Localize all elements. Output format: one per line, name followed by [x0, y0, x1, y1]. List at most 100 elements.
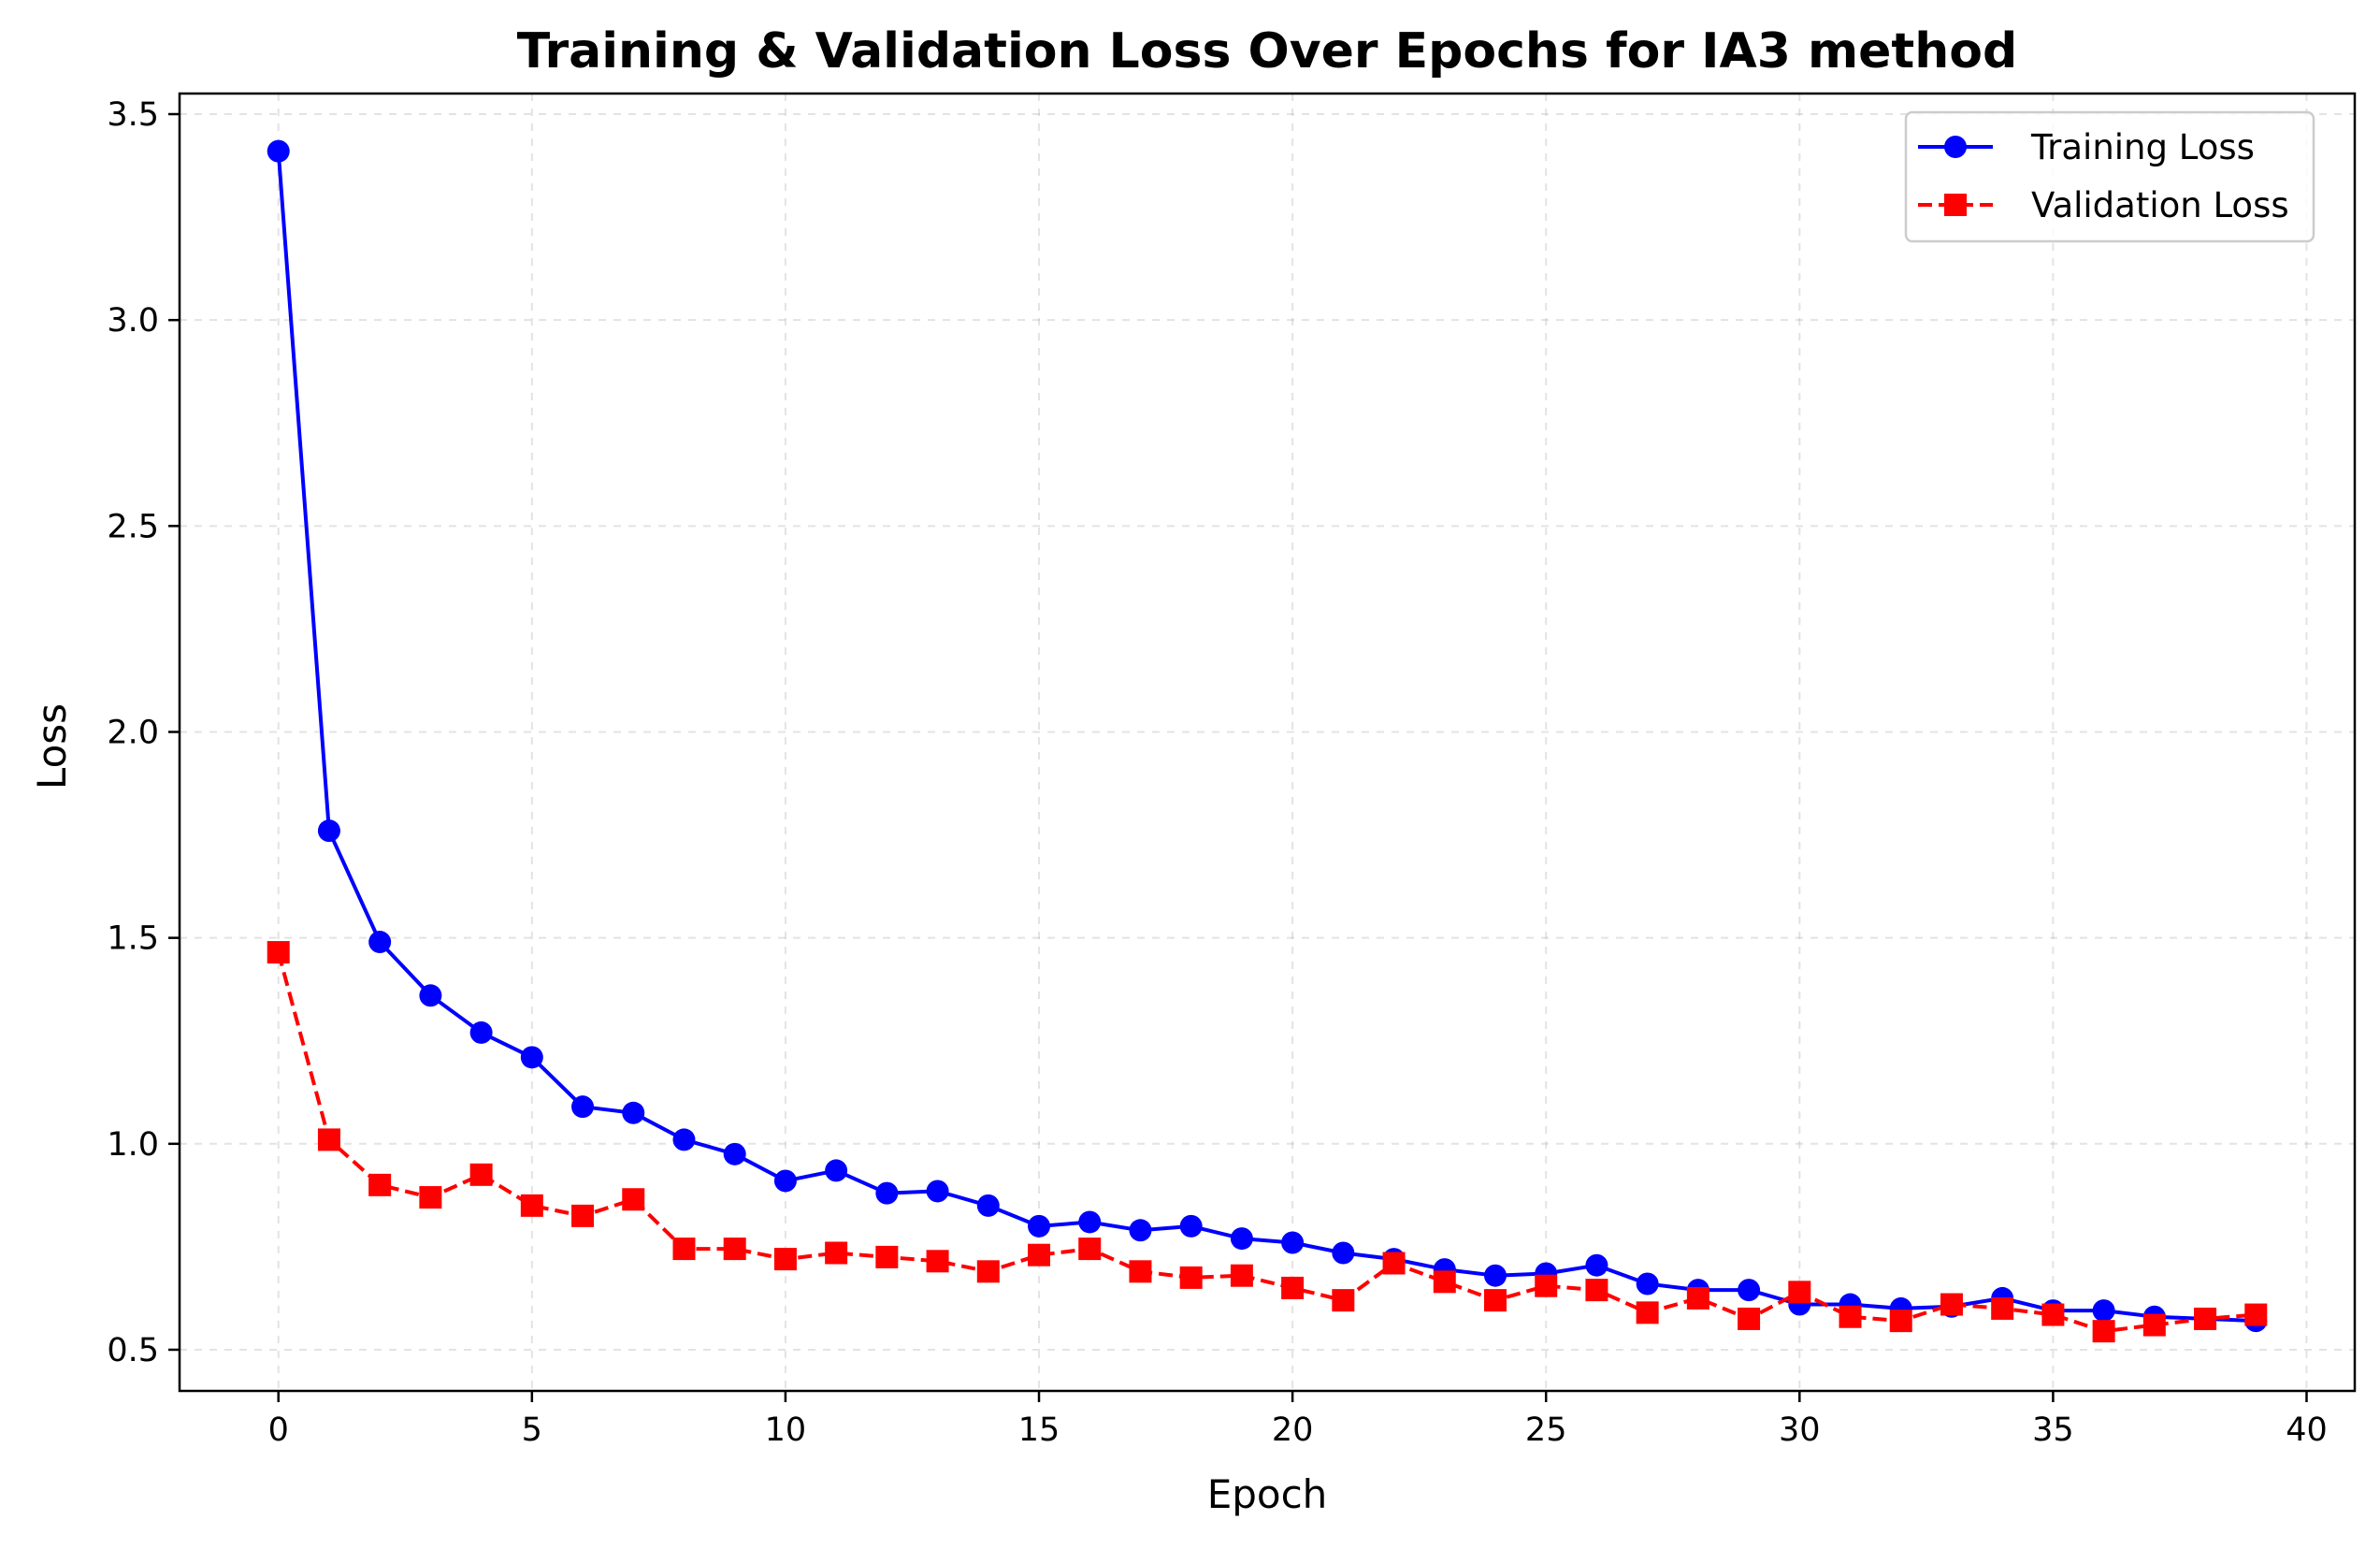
training-loss-point [267, 139, 290, 163]
legend-validation-marker [1944, 194, 1967, 216]
validation-loss-point [825, 1241, 848, 1265]
validation-loss-point [1382, 1252, 1406, 1275]
validation-loss-point [2041, 1303, 2065, 1326]
training-loss-point [1738, 1279, 1761, 1302]
training-loss-line [276, 151, 2257, 1324]
plot-frame [178, 92, 2357, 1393]
training-loss-point [1028, 1214, 1051, 1238]
validation-loss-point [723, 1238, 746, 1261]
validation-loss-point [1332, 1289, 1355, 1312]
validation-loss-point [1940, 1293, 1963, 1316]
validation-loss-point [1179, 1266, 1203, 1289]
training-loss-point [469, 1021, 493, 1044]
y-tick-label: 1.5 [107, 920, 159, 958]
x-tick-label: 25 [1525, 1411, 1567, 1449]
legend-box [1904, 110, 2315, 243]
training-loss-point [2092, 1299, 2115, 1323]
validation-loss-point [2142, 1313, 2166, 1337]
training-loss-point [419, 984, 442, 1007]
x-tick-label: 10 [765, 1411, 807, 1449]
validation-loss-point [1788, 1281, 1811, 1304]
chart-title: Training & Validation Loss Over Epochs f… [517, 23, 2018, 80]
validation-loss-point [1991, 1296, 2014, 1320]
validation-loss-point [926, 1250, 949, 1273]
validation-loss-point [773, 1248, 797, 1271]
y-tick-label: 0.5 [107, 1332, 159, 1369]
validation-loss-series [267, 941, 2268, 1343]
training-loss-point [773, 1169, 797, 1193]
training-loss-point [1636, 1272, 1659, 1296]
training-loss-point [976, 1194, 1000, 1217]
legend-validation-label: Validation Loss [2031, 185, 2289, 225]
training-loss-point [723, 1142, 746, 1165]
training-loss-point [1230, 1227, 1253, 1251]
validation-loss-point [571, 1204, 595, 1227]
training-loss-point [571, 1095, 595, 1119]
training-loss-point [672, 1128, 696, 1151]
validation-loss-point [1281, 1276, 1305, 1299]
legend: Training Loss Validation Loss [1904, 110, 2315, 243]
validation-loss-point [1585, 1279, 1608, 1302]
validation-loss-line [276, 951, 2257, 1334]
x-tick-label: 5 [522, 1411, 542, 1449]
validation-loss-point [2092, 1320, 2115, 1343]
training-loss-point [1585, 1253, 1608, 1277]
training-loss-point [1483, 1264, 1507, 1287]
y-tick-label: 3.5 [107, 96, 159, 134]
validation-loss-point [1129, 1260, 1152, 1283]
y-tick-label: 1.0 [107, 1126, 159, 1164]
training-loss-point [1281, 1231, 1305, 1254]
x-axis-label: Epoch [1207, 1471, 1328, 1517]
validation-loss-point [2244, 1303, 2268, 1326]
training-loss-point [825, 1159, 848, 1182]
x-tick-label: 20 [1272, 1411, 1314, 1449]
training-loss-point [926, 1180, 949, 1203]
y-axis-label: Loss [29, 703, 75, 789]
legend-training-marker [1944, 136, 1967, 158]
validation-loss-point [1686, 1286, 1709, 1310]
validation-loss-point [976, 1260, 1000, 1283]
validation-loss-point [622, 1188, 645, 1211]
training-loss-point [1078, 1210, 1102, 1234]
validation-loss-point [520, 1194, 543, 1217]
x-tick-label: 35 [2032, 1411, 2074, 1449]
validation-loss-point [1433, 1270, 1456, 1294]
y-axis-ticks: 0.5 1.0 1.5 2.0 2.5 3.0 3.5 [107, 96, 180, 1369]
validation-loss-point [1028, 1243, 1051, 1267]
validation-loss-point [267, 941, 290, 964]
training-loss-point [875, 1181, 899, 1205]
training-loss-point [622, 1101, 645, 1124]
y-tick-label: 2.5 [107, 508, 159, 545]
validation-loss-point [1535, 1274, 1558, 1297]
x-axis-ticks: 0 5 10 15 20 25 30 35 40 [268, 1391, 2328, 1449]
validation-loss-point [1636, 1301, 1659, 1325]
validation-loss-point [1738, 1307, 1761, 1330]
validation-loss-point [469, 1163, 493, 1186]
training-loss-point [317, 819, 340, 843]
y-tick-label: 3.0 [107, 302, 159, 340]
x-tick-label: 30 [1779, 1411, 1821, 1449]
training-loss-point [520, 1046, 543, 1069]
validation-loss-point [672, 1238, 696, 1261]
x-tick-label: 15 [1018, 1411, 1060, 1449]
validation-loss-point [1839, 1305, 1862, 1328]
training-loss-point [368, 931, 392, 954]
training-loss-point [1129, 1219, 1152, 1242]
validation-loss-point [317, 1128, 340, 1151]
validation-loss-point [1230, 1264, 1253, 1287]
validation-loss-point [368, 1173, 392, 1196]
x-tick-label: 0 [268, 1411, 289, 1449]
validation-loss-point [1078, 1238, 1102, 1261]
validation-loss-point [1483, 1289, 1507, 1312]
validation-loss-point [419, 1186, 442, 1209]
training-loss-point [1179, 1214, 1203, 1238]
validation-loss-point [2194, 1307, 2217, 1330]
legend-training-label: Training Loss [2030, 127, 2255, 167]
data-series [267, 139, 2268, 1343]
validation-loss-point [875, 1245, 899, 1268]
validation-loss-point [1889, 1310, 1912, 1333]
training-loss-point [1332, 1241, 1355, 1265]
y-tick-label: 2.0 [107, 714, 159, 751]
